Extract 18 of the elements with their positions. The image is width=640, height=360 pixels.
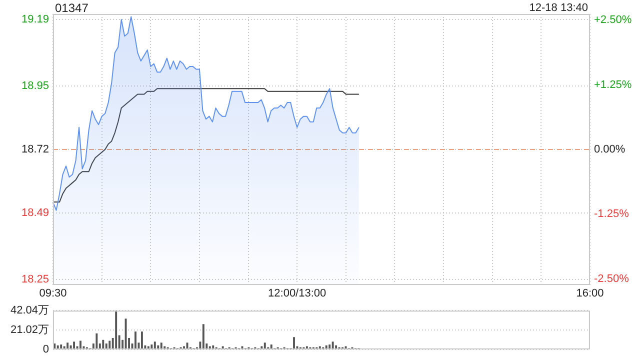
y-tick-label: 18.72 (21, 144, 49, 156)
y-tick-label: 18.49 (21, 207, 49, 220)
y-tick-label: 18.25 (21, 274, 49, 286)
x-tick-label: 09:30 (39, 288, 67, 300)
y2-tick-label: 0.00% (594, 144, 626, 156)
y2-tick-label: -2.50% (594, 272, 630, 285)
y2-tick-label: +1.25% (594, 78, 632, 91)
x-tick-label: 16:00 (576, 288, 604, 300)
chart-title: 01347 (55, 1, 88, 15)
y-tick-label: 18.95 (21, 80, 49, 92)
y-tick-label: 19.19 (21, 14, 49, 26)
y-tick-label: 21.02万 (10, 324, 49, 336)
x-tick-label: 12:00/13:00 (268, 288, 326, 300)
y-tick-label: 42.04万 (10, 304, 49, 317)
y2-tick-label: -1.25% (594, 208, 630, 220)
y2-tick-label: +2.50% (594, 14, 632, 26)
y-tick-label: 0 (42, 343, 49, 356)
text: 12-18 13:40 (529, 2, 588, 14)
